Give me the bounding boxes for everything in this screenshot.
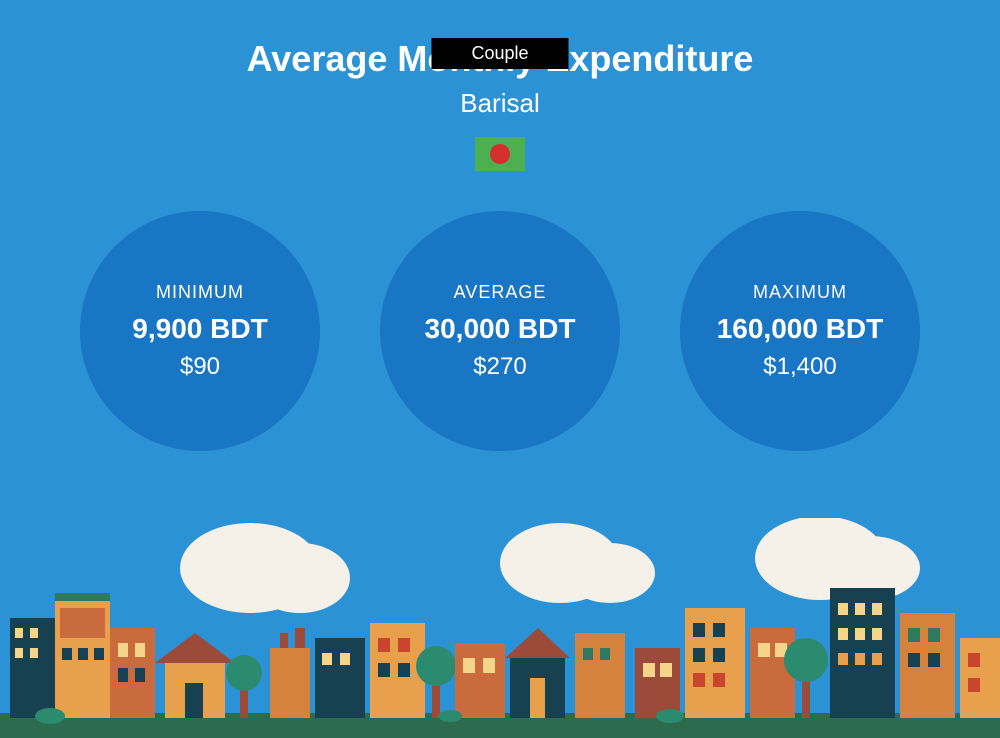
average-value: 30,000 BDT (425, 313, 576, 345)
maximum-label: MAXIMUM (753, 282, 847, 303)
stats-container: MINIMUM 9,900 BDT $90 AVERAGE 30,000 BDT… (0, 211, 1000, 451)
average-stat-circle: AVERAGE 30,000 BDT $270 (380, 211, 620, 451)
minimum-value: 9,900 BDT (132, 313, 267, 345)
maximum-value: 160,000 BDT (717, 313, 884, 345)
flag-circle-icon (490, 144, 510, 164)
average-label: AVERAGE (454, 282, 547, 303)
minimum-stat-circle: MINIMUM 9,900 BDT $90 (80, 211, 320, 451)
country-flag (475, 137, 525, 171)
average-usd: $270 (473, 353, 526, 381)
category-badge: Couple (431, 38, 568, 69)
minimum-label: MINIMUM (156, 282, 244, 303)
cityscape-illustration (0, 518, 1000, 738)
location-subtitle: Barisal (0, 88, 1000, 119)
minimum-usd: $90 (180, 353, 220, 381)
maximum-stat-circle: MAXIMUM 160,000 BDT $1,400 (680, 211, 920, 451)
maximum-usd: $1,400 (763, 353, 836, 381)
